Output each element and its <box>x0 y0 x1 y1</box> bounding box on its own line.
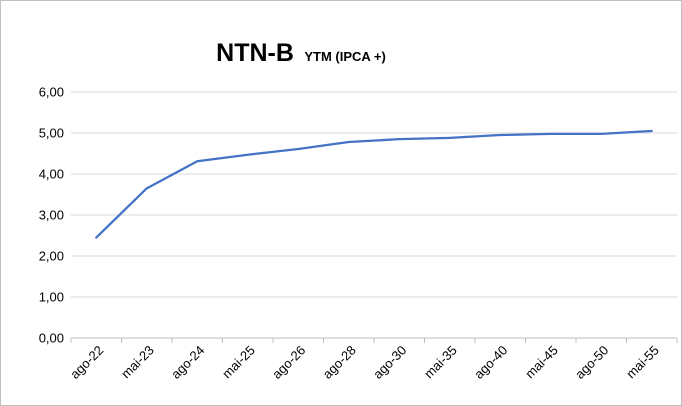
x-tick-label: mai-25 <box>219 343 258 382</box>
x-tick-label: ago-30 <box>370 343 409 382</box>
x-tick-label: ago-24 <box>168 343 207 382</box>
x-tick-label: mai-45 <box>522 343 561 382</box>
chart-title: NTN-B YTM (IPCA +) <box>216 39 386 67</box>
y-tick-label: 3,00 <box>39 208 64 223</box>
x-tick-label: ago-28 <box>320 343 359 382</box>
x-axis-ticks: ago-22 mai-23 ago-24 mai-25 ago-26 ago-28 ago-… <box>67 343 662 382</box>
y-tick-label: 0,00 <box>39 331 64 346</box>
y-tick-label: 5,00 <box>39 126 64 141</box>
x-tick-label: mai-23 <box>118 343 157 382</box>
series-line <box>95 129 653 239</box>
x-tick-label: ago-50 <box>572 343 611 382</box>
x-tick-label: ago-22 <box>67 343 106 382</box>
y-tick-label: 1,00 <box>39 290 64 305</box>
x-tick-label: ago-40 <box>471 343 510 382</box>
x-tick-label: mai-35 <box>421 343 460 382</box>
chart-title-subtitle: YTM (IPCA +) <box>304 49 386 64</box>
x-tick-label: mai-55 <box>623 343 662 382</box>
x-tick-label: ago-26 <box>269 343 308 382</box>
y-axis-ticks: 0,00 1,00 2,00 3,00 4,00 5,00 6,00 <box>39 85 64 346</box>
gridlines <box>71 91 677 298</box>
y-tick-label: 2,00 <box>39 249 64 264</box>
axes <box>70 337 678 343</box>
chart-title-main: NTN-B <box>216 39 294 67</box>
y-tick-label: 6,00 <box>39 85 64 100</box>
y-tick-label: 4,00 <box>39 167 64 182</box>
data-series <box>95 129 653 239</box>
